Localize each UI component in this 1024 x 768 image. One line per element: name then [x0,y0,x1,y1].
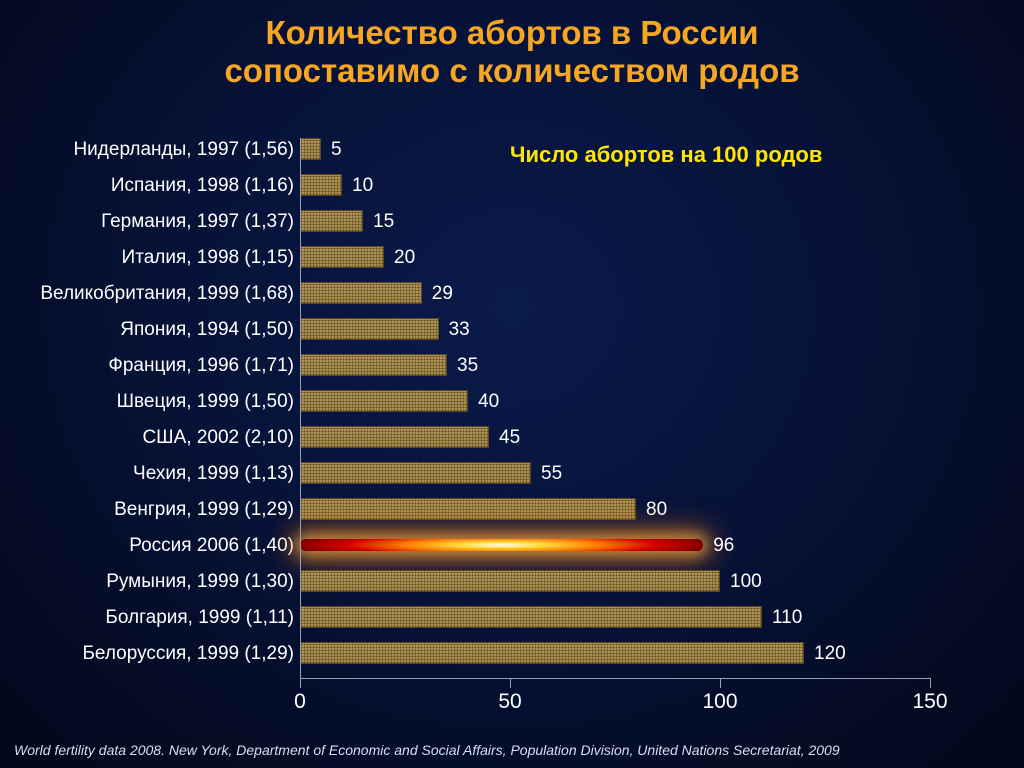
axis-tick [300,678,301,688]
table-row: Швеция, 1999 (1,50) 40 [0,388,1024,424]
bar-value: 96 [713,535,734,557]
row-label: Болгария, 1999 (1,11) [105,607,294,629]
axis-tick-label: 50 [498,690,521,714]
table-row: Румыния, 1999 (1,30) 100 [0,568,1024,604]
bar [300,174,342,196]
bar [300,282,422,304]
bar-value: 15 [373,211,394,233]
bar [300,318,439,340]
table-row: Италия, 1998 (1,15) 20 [0,244,1024,280]
axis-tick [510,678,511,688]
bar-value: 40 [478,391,499,413]
bar-value: 55 [541,463,562,485]
table-row: США, 2002 (2,10) 45 [0,424,1024,460]
bar-value: 29 [432,283,453,305]
bar [300,210,363,232]
bar-value: 10 [352,175,373,197]
chart-title-line2: сопоставимо с количеством родов [0,52,1024,90]
bar-value: 120 [814,643,846,665]
table-row: Великобритания, 1999 (1,68) 29 [0,280,1024,316]
table-row: Нидерланды, 1997 (1,56) 5 [0,136,1024,172]
source-citation: World fertility data 2008. New York, Dep… [14,742,840,758]
bar-highlight [300,539,703,551]
axis-baseline [300,678,930,679]
bar-value: 80 [646,499,667,521]
chart-title: Количество абортов в России сопоставимо … [0,0,1024,90]
table-row: Чехия, 1999 (1,13) 55 [0,460,1024,496]
row-label: Румыния, 1999 (1,30) [106,571,294,593]
table-row: Япония, 1994 (1,50) 33 [0,316,1024,352]
bar [300,642,804,664]
bar [300,246,384,268]
axis-tick-label: 0 [294,690,306,714]
table-row: Болгария, 1999 (1,11) 110 [0,604,1024,640]
bar [300,426,489,448]
bar-value: 5 [331,139,342,161]
table-row: Испания, 1998 (1,16) 10 [0,172,1024,208]
row-label: Нидерланды, 1997 (1,56) [73,139,294,161]
row-label: Великобритания, 1999 (1,68) [40,283,294,305]
bar [300,462,531,484]
bar-value: 35 [457,355,478,377]
bar [300,354,447,376]
table-row: Венгрия, 1999 (1,29) 80 [0,496,1024,532]
row-label: Италия, 1998 (1,15) [122,247,294,269]
row-label: Россия 2006 (1,40) [129,535,294,557]
axis-tick-label: 150 [912,690,947,714]
bar [300,390,468,412]
row-label: Германия, 1997 (1,37) [101,211,294,233]
table-row: Франция, 1996 (1,71) 35 [0,352,1024,388]
table-row: Белоруссия, 1999 (1,29) 120 [0,640,1024,676]
bar [300,498,636,520]
axis-vertical [300,138,301,678]
table-row: Россия 2006 (1,40) 96 [0,532,1024,568]
bar [300,138,321,160]
row-label: Испания, 1998 (1,16) [111,175,294,197]
bar [300,570,720,592]
chart-title-line1: Количество абортов в России [0,14,1024,52]
row-label: Швеция, 1999 (1,50) [117,391,294,413]
axis-tick-label: 100 [702,690,737,714]
row-label: Япония, 1994 (1,50) [120,319,294,341]
x-axis: 0 50 100 150 [0,678,1024,718]
row-label: Венгрия, 1999 (1,29) [114,499,294,521]
bar-value: 100 [730,571,762,593]
row-label: Чехия, 1999 (1,13) [133,463,294,485]
bar-value: 110 [772,607,802,629]
row-label: Франция, 1996 (1,71) [108,355,294,377]
axis-tick [720,678,721,688]
bar-value: 33 [449,319,470,341]
bar-value: 20 [394,247,415,269]
row-label: США, 2002 (2,10) [142,427,294,449]
row-label: Белоруссия, 1999 (1,29) [82,643,294,665]
bar [300,606,762,628]
table-row: Германия, 1997 (1,37) 15 [0,208,1024,244]
axis-tick [930,678,931,688]
bar-value: 45 [499,427,520,449]
